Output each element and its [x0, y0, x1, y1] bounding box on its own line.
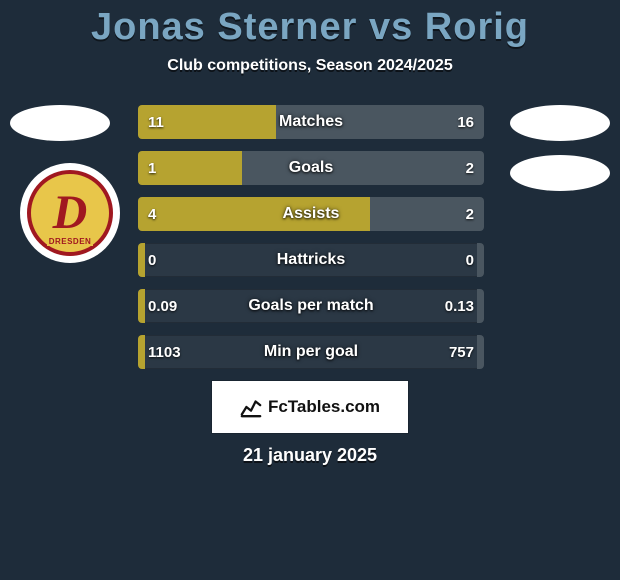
bar-right-value: 2: [456, 151, 484, 185]
bar-left-value: 4: [138, 197, 166, 231]
bar-left-value: 11: [138, 105, 174, 139]
bar-right-value: 757: [439, 335, 484, 369]
report-date: 21 january 2025: [0, 445, 620, 466]
bar-right-value: 16: [447, 105, 484, 139]
bar-right-value: 0.13: [435, 289, 484, 323]
bar-right-value: 0: [456, 243, 484, 277]
club-badge-text: DRESDEN: [47, 237, 94, 246]
player-left-club-badge: D DRESDEN: [20, 163, 120, 263]
page-title: Jonas Sterner vs Rorig: [0, 0, 620, 49]
bar-left-value: 1: [138, 151, 166, 185]
bar-row: Goals12: [138, 151, 484, 185]
site-badge[interactable]: FcTables.com: [212, 381, 408, 433]
club-badge-inner: D DRESDEN: [27, 170, 113, 256]
chart-icon: [240, 396, 262, 418]
bar-row: Min per goal1103757: [138, 335, 484, 369]
comparison-chart: D DRESDEN Matches1116Goals12Assists42Hat…: [0, 105, 620, 369]
bar-right-value: 2: [456, 197, 484, 231]
bar-left-value: 0: [138, 243, 166, 277]
club-badge-letter: D: [53, 189, 88, 237]
bar-row: Goals per match0.09 0.13: [138, 289, 484, 323]
bar-left-fill: [138, 197, 370, 231]
bar-left-value: 0.09: [138, 289, 187, 323]
bar-label: Goals per match: [138, 289, 484, 323]
bar-row: Matches1116: [138, 105, 484, 139]
bar-left-value: 1103: [138, 335, 191, 369]
player-right-avatar: [510, 105, 610, 141]
bars-container: Matches1116Goals12Assists42Hattricks00Go…: [138, 105, 484, 369]
player-right-club-avatar: [510, 155, 610, 191]
bar-label: Hattricks: [138, 243, 484, 277]
page-subtitle: Club competitions, Season 2024/2025: [0, 57, 620, 75]
site-name: FcTables.com: [268, 397, 380, 417]
bar-right-fill: [242, 151, 484, 185]
player-left-avatar: [10, 105, 110, 141]
bar-row: Assists42: [138, 197, 484, 231]
bar-row: Hattricks0 0: [138, 243, 484, 277]
